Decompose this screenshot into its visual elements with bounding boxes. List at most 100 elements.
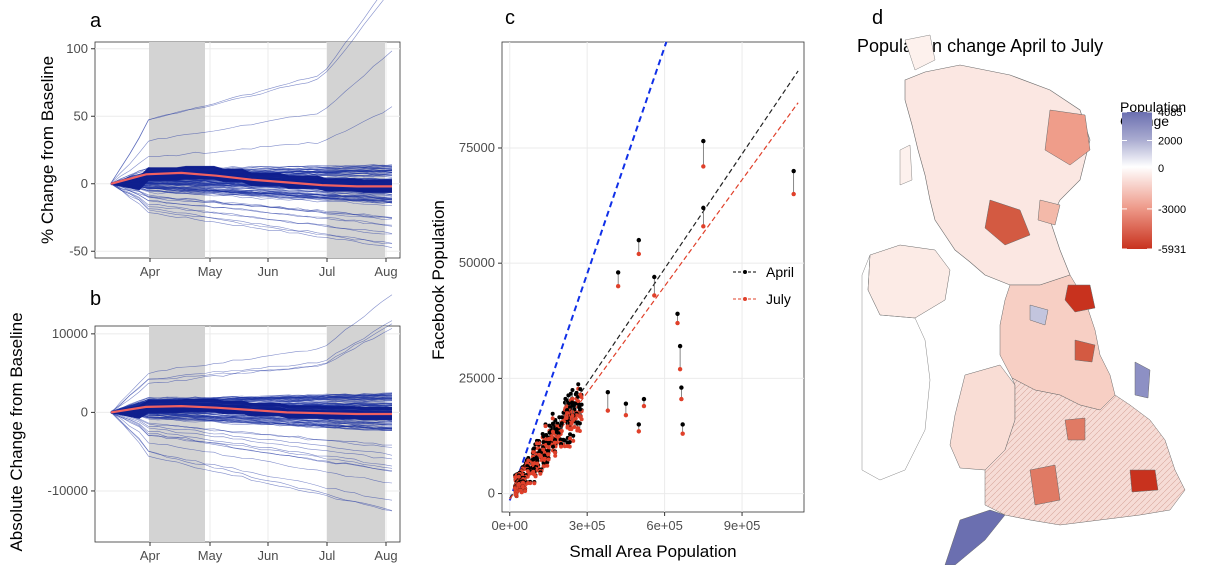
point-july: [574, 413, 579, 418]
x-tick-label: Jun: [258, 264, 279, 279]
point-july: [523, 489, 528, 494]
point-july: [516, 474, 521, 479]
series-line-core: [110, 403, 392, 413]
point-april: [578, 387, 583, 392]
series-line-core: [110, 178, 392, 194]
point-july: [652, 293, 657, 298]
point-july: [623, 413, 629, 418]
map-region-birmingham: [1064, 417, 1086, 441]
series-line: [110, 328, 393, 412]
point-july: [553, 453, 558, 458]
series-lines-a: [110, 0, 393, 248]
mean-line: [110, 171, 392, 188]
point-april: [615, 270, 621, 275]
point-july: [520, 480, 525, 485]
point-july: [534, 441, 539, 446]
point-july: [550, 416, 555, 421]
point-april: [550, 411, 555, 416]
series-line-core: [110, 410, 392, 420]
point-april: [570, 400, 575, 405]
point-july: [559, 428, 564, 433]
map-region-northern-ireland: [867, 244, 951, 319]
series-line-core: [110, 177, 392, 193]
series-line-core: [110, 399, 392, 413]
point-april: [680, 422, 685, 427]
point-july: [559, 444, 564, 449]
chart-c: 0e+00 3e+05 6e+05 9e+05 0 25000 50000 75000 Apr…: [429, 41, 805, 561]
y-tick-label: 100: [66, 41, 88, 56]
point-july: [553, 450, 558, 455]
point-july: [513, 492, 518, 497]
x-tick-label: 9e+05: [724, 518, 761, 533]
x-tick-label: 3e+05: [569, 518, 606, 533]
series-line: [110, 184, 392, 206]
shade-period: [327, 326, 385, 542]
point-july: [546, 457, 551, 462]
point-july: [552, 440, 557, 445]
point-july: [701, 224, 706, 229]
point-april: [544, 432, 549, 437]
point-july: [516, 481, 521, 486]
point-april: [579, 402, 584, 407]
map-region-glasgow: [984, 199, 1031, 246]
y-tick-label: 50: [74, 108, 88, 123]
map-region-leeds: [1074, 339, 1096, 363]
series-line-core: [110, 409, 392, 418]
series-line: [110, 182, 393, 227]
x-tick-label: Aug: [374, 548, 397, 563]
point-april: [574, 390, 579, 395]
point-july: [576, 399, 581, 404]
y-axis-label-a: % Change from Baseline: [38, 56, 57, 244]
series-line: [110, 183, 393, 244]
point-july: [570, 409, 575, 414]
point-july: [677, 366, 683, 372]
point-july: [532, 481, 537, 486]
point-july: [605, 408, 611, 413]
axis-ticks-b: Apr May Jun Jul Aug -10000 0 10000: [48, 326, 398, 563]
point-april: [791, 168, 796, 174]
point-april: [552, 437, 557, 442]
y-tick-label: -50: [69, 243, 88, 258]
point-april: [542, 453, 547, 458]
point-july: [526, 481, 531, 486]
point-april: [636, 422, 642, 427]
map-region-aberdeenshire: [1044, 109, 1091, 166]
series-line-core: [110, 166, 392, 185]
x-tick-label: May: [198, 548, 223, 563]
point-july: [636, 429, 642, 434]
point-april: [566, 401, 571, 406]
x-tick-label: Jul: [319, 548, 336, 563]
point-april: [573, 401, 578, 406]
series-line-core: [110, 176, 392, 192]
series-line: [110, 411, 393, 511]
map-region-orkney: [904, 34, 936, 71]
legend-tick-label: 4085: [1158, 107, 1182, 119]
legend-dot-april: [743, 270, 747, 274]
series-line: [110, 183, 393, 218]
point-july: [578, 392, 583, 397]
y-tick-label: -10000: [48, 483, 88, 498]
series-line: [110, 323, 393, 414]
point-july: [547, 436, 552, 441]
series-line: [110, 411, 393, 432]
point-july: [550, 429, 555, 434]
legend-c: April July: [733, 264, 794, 307]
mean-line: [110, 404, 392, 416]
map-region-newcastle: [1064, 284, 1096, 313]
y-axis-label-b: Absolute Change from Baseline: [7, 312, 26, 551]
x-tick-label: Aug: [374, 264, 397, 279]
panel-letter-a: a: [90, 10, 102, 32]
point-april: [568, 391, 573, 396]
series-line: [110, 50, 393, 184]
x-tick-label: 6e+05: [646, 518, 683, 533]
point-july: [568, 436, 573, 441]
point-july: [641, 403, 647, 409]
point-april: [525, 464, 530, 469]
series-line-core: [110, 411, 392, 421]
point-july: [556, 434, 561, 439]
point-april: [570, 403, 575, 408]
point-july: [570, 396, 575, 401]
point-july: [542, 456, 547, 461]
point-april: [652, 274, 657, 280]
y-tick-label: 10000: [52, 326, 88, 341]
